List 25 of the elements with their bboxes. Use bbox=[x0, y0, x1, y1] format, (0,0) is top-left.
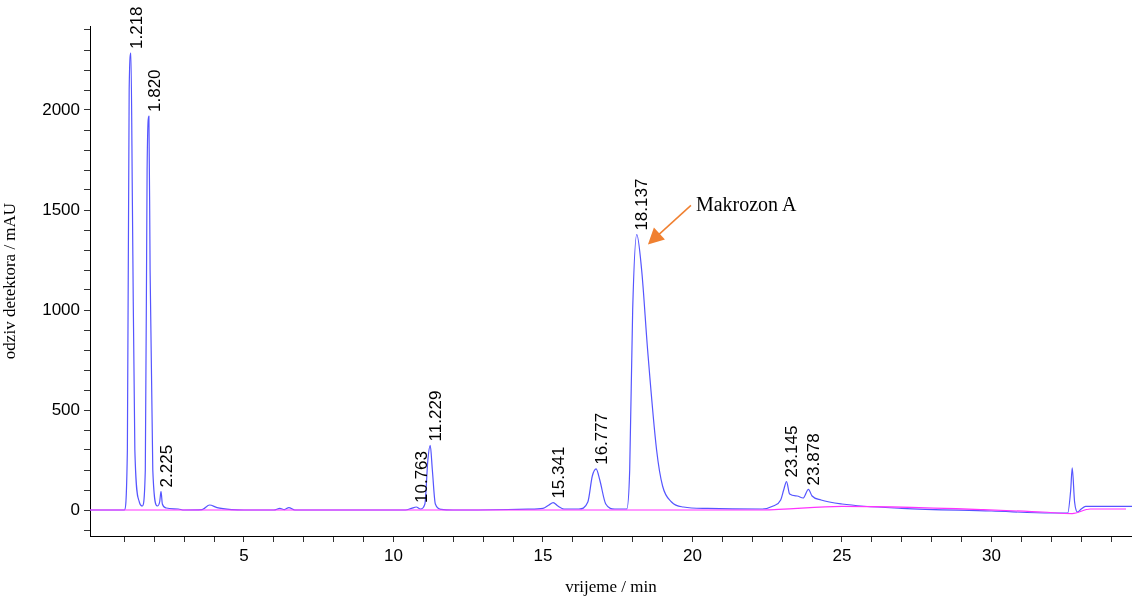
annotation: Makrozon A bbox=[695, 192, 798, 215]
annotation: 15.341 bbox=[548, 446, 568, 499]
annotation: 18.137 bbox=[632, 178, 652, 231]
annotation: 10.763 bbox=[411, 451, 431, 503]
y-tick-label: 1500 bbox=[42, 199, 80, 219]
x-tick-label: 15 bbox=[533, 545, 553, 565]
x-axis-title: vrijeme / min bbox=[565, 577, 658, 597]
annotation: 2.225 bbox=[156, 444, 176, 488]
y-tick-label: 2000 bbox=[42, 99, 80, 119]
annotation: 1.820 bbox=[144, 69, 164, 112]
y-tick-label: 500 bbox=[51, 399, 80, 419]
line-series bbox=[90, 505, 1127, 515]
x-tick-label: 30 bbox=[982, 545, 1001, 565]
y-axis-title: odziv detektora / mAU bbox=[0, 202, 19, 360]
annotation: 16.777 bbox=[591, 412, 611, 465]
annotation: 23.878 bbox=[804, 433, 824, 486]
annotation: 11.229 bbox=[425, 390, 445, 442]
x-tick-label: 5 bbox=[239, 545, 249, 565]
annotation: 23.145 bbox=[782, 425, 802, 478]
x-tick-label: 25 bbox=[832, 545, 852, 565]
x-tick-label: 10 bbox=[384, 545, 403, 565]
y-tick-label: 1000 bbox=[42, 299, 80, 319]
y-tick-label: 0 bbox=[70, 499, 80, 519]
x-tick-label: 20 bbox=[683, 545, 702, 565]
annotation: 1.218 bbox=[126, 6, 146, 49]
